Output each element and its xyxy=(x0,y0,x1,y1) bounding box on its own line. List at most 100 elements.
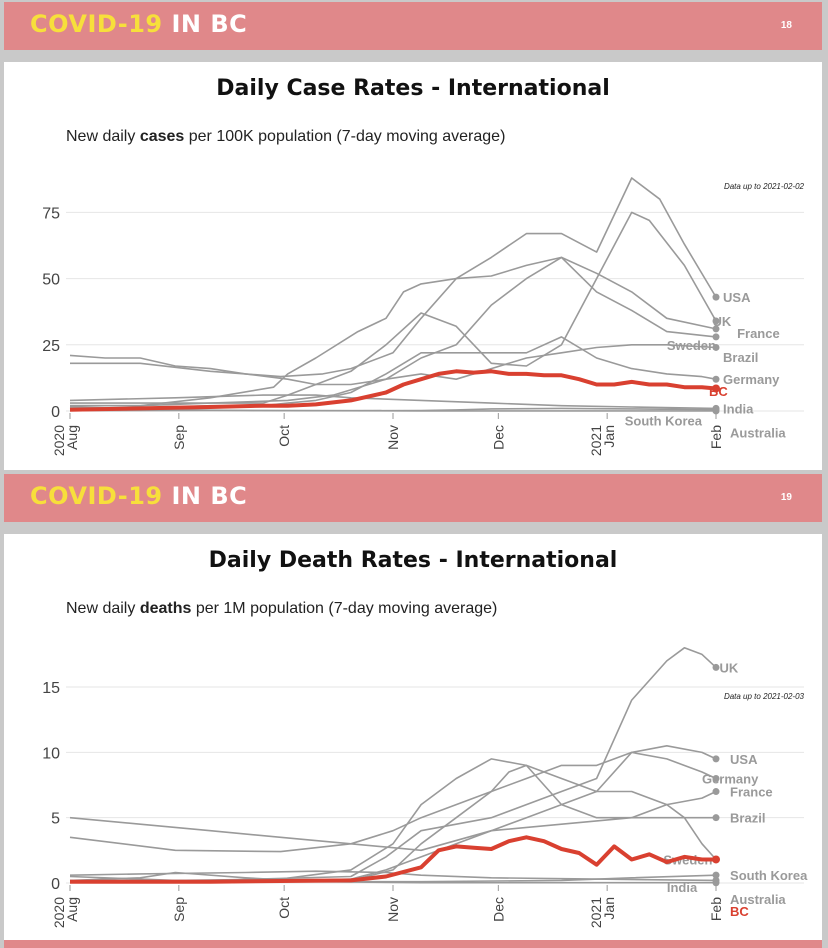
subtitle-bold: deaths xyxy=(139,600,192,617)
series-line-brazil xyxy=(69,816,716,852)
deaths-chart: 0 5 10 15 2020Aug Sep Oct Nov Dec 2021Jan Feb UK USA… xyxy=(42,647,808,928)
series-label-south-korea: South Korea xyxy=(625,413,703,428)
series-line-france xyxy=(69,758,717,882)
series-label-usa: USA xyxy=(723,290,751,305)
series-end-marker-france xyxy=(712,788,720,796)
brand-rest: IN BC xyxy=(171,482,248,510)
brand-highlight: COVID-19 xyxy=(30,10,163,38)
x-tick-label: 2021Jan xyxy=(588,897,617,928)
page-number: 18 xyxy=(780,20,792,31)
series-end-marker-usa xyxy=(712,293,720,301)
subtitle-pre: New daily xyxy=(66,128,140,145)
x-tick-label: Oct xyxy=(276,897,292,919)
series-end-marker-usa xyxy=(712,755,720,763)
series-label-south-korea: South Korea xyxy=(730,868,808,883)
series-end-marker-brazil xyxy=(712,814,720,822)
chart-title: Daily Case Rates - International xyxy=(216,76,610,101)
x-tick-label: Oct xyxy=(276,425,292,447)
series-line-sweden xyxy=(69,764,717,883)
series-end-marker-france xyxy=(712,325,720,333)
series-label-sweden: Sweden xyxy=(663,852,712,867)
data-note: Data up to 2021-02-02 xyxy=(723,182,804,191)
series-label-brazil: Brazil xyxy=(723,350,758,365)
series-end-marker-sweden xyxy=(712,333,720,341)
series-end-marker-uk xyxy=(712,317,720,325)
series-line-bc xyxy=(70,835,716,884)
series-label-usa: USA xyxy=(730,752,758,767)
cases-chart: 0 25 50 75 2020Aug Sep Oct Nov Dec 2021Jan Feb USA U… xyxy=(42,177,804,456)
series-end-marker-australia xyxy=(712,879,720,887)
chart-subtitle: New daily cases per 100K population (7-d… xyxy=(66,128,505,146)
series-label-australia: Australia xyxy=(730,892,786,907)
gridlines xyxy=(66,211,804,412)
y-tick-label: 15 xyxy=(42,680,60,697)
series-line-australia xyxy=(69,871,716,884)
x-tick-label: 2021Jan xyxy=(588,425,617,456)
chart-subtitle: New daily deaths per 1M population (7-da… xyxy=(66,600,497,618)
x-tick-label: Dec xyxy=(490,425,506,450)
y-tick-label: 0 xyxy=(51,404,60,421)
page-number: 19 xyxy=(780,492,792,503)
series-end-marker-germany xyxy=(712,774,720,782)
y-tick-label: 50 xyxy=(42,272,60,289)
x-tick-label: 2020Aug xyxy=(51,897,80,928)
x-tick-label: Feb xyxy=(708,425,724,449)
series-end-marker-uk xyxy=(712,663,720,671)
series-end-marker-south-korea xyxy=(712,871,720,879)
y-tick-label: 25 xyxy=(42,338,60,355)
x-tick-label: Nov xyxy=(385,425,401,450)
series-line-france xyxy=(70,256,717,407)
series-label-france: France xyxy=(737,326,780,341)
series-line-uk xyxy=(70,211,717,407)
chart-panel-cases: Daily Case Rates - International New dai… xyxy=(4,62,822,470)
series-end-marker-germany xyxy=(712,375,720,383)
slide-banner-19: COVID-19 IN BC 19 xyxy=(4,474,822,522)
series-end-marker-brazil xyxy=(712,343,720,351)
series-line-brazil xyxy=(69,343,717,386)
series-label-uk: UK xyxy=(712,314,731,329)
slide-banner-18: COVID-19 IN BC 18 xyxy=(4,2,822,50)
series-line-sweden xyxy=(70,256,717,404)
series-label-bc: BC xyxy=(730,904,749,919)
series-label-india: India xyxy=(667,880,698,895)
series-label-germany: Germany xyxy=(702,771,759,786)
y-tick-label: 75 xyxy=(42,205,60,222)
series-end-marker-australia xyxy=(712,407,720,415)
y-tick-label: 5 xyxy=(51,811,60,828)
series-line-india xyxy=(69,870,717,882)
data-note: Data up to 2021-02-03 xyxy=(723,692,804,701)
series-label-france: France xyxy=(730,785,773,800)
series-label-india: India xyxy=(723,401,754,416)
y-tick-label: 10 xyxy=(42,745,60,762)
subtitle-pre: New daily xyxy=(66,600,140,617)
series-label-bc: BC xyxy=(709,384,728,399)
brand-logo: COVID-19 IN BC xyxy=(30,10,247,38)
series-label-australia: Australia xyxy=(730,425,786,440)
x-tick-label: Feb xyxy=(708,897,724,921)
chart-panel-deaths: Daily Death Rates - International New da… xyxy=(4,534,822,940)
brand-logo: COVID-19 IN BC xyxy=(30,482,247,510)
x-tick-label: Sep xyxy=(171,425,187,450)
series-line-usa xyxy=(70,177,717,378)
next-slide-banner-edge xyxy=(4,940,822,948)
series-label-uk: UK xyxy=(720,660,739,675)
series-line-uk xyxy=(70,647,717,882)
x-tick-label: Nov xyxy=(385,897,401,922)
series-line-bc xyxy=(69,369,717,412)
subtitle-post: per 1M population (7-day moving average) xyxy=(191,600,498,617)
brand-rest: IN BC xyxy=(171,10,248,38)
series-label-brazil: Brazil xyxy=(730,811,765,826)
subtitle-bold: cases xyxy=(139,128,185,145)
series-label-germany: Germany xyxy=(723,372,780,387)
series-end-marker-bc xyxy=(712,855,720,864)
chart-title: Daily Death Rates - International xyxy=(208,548,618,573)
brand-highlight: COVID-19 xyxy=(30,482,163,510)
x-tick-label: Sep xyxy=(171,897,187,922)
x-tick-label: Dec xyxy=(490,897,506,922)
series-line-india xyxy=(69,394,717,410)
series-line-germany xyxy=(70,751,717,883)
y-tick-label: 0 xyxy=(51,876,60,893)
series-line-usa xyxy=(69,745,717,853)
x-tick-label: 2020Aug xyxy=(51,425,80,456)
series-end-marker-bc xyxy=(712,384,720,393)
